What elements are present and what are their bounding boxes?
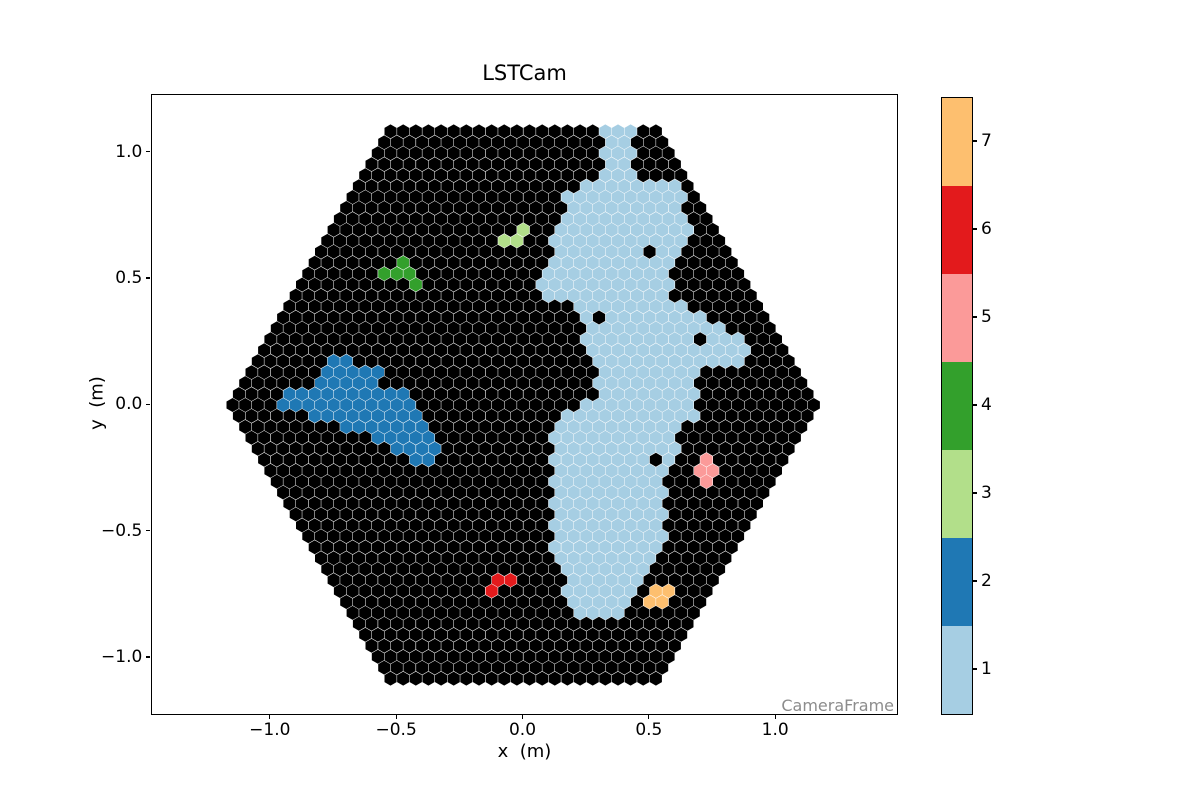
x-tick-label: −0.5 [375, 720, 417, 741]
colorbar-tick-label: 4 [981, 395, 992, 415]
y-tick-mark [145, 403, 150, 405]
colorbar-tick-mark [972, 228, 977, 230]
colorbar-tick-label: 2 [981, 571, 992, 591]
y-tick-mark [145, 277, 150, 279]
y-tick-label: 0.5 [115, 267, 143, 288]
y-tick-label: 1.0 [115, 141, 143, 162]
x-tick-mark [648, 714, 650, 720]
colorbar-segment [942, 186, 972, 274]
x-tick-mark [774, 714, 776, 720]
colorbar-tick-mark [972, 580, 977, 582]
colorbar-tick-mark [972, 404, 977, 406]
colorbar-tick-label: 6 [981, 219, 992, 239]
colorbar-tick-label: 1 [981, 659, 992, 679]
x-tick-label: −1.0 [249, 720, 291, 741]
y-tick-mark [145, 150, 150, 153]
y-tick-label: −1.0 [101, 647, 143, 667]
y-tick-label: −0.5 [101, 520, 143, 541]
plot-area: CameraFrame [151, 94, 898, 715]
camera-frame-watermark: CameraFrame [781, 696, 894, 715]
colorbar-tick-mark [972, 316, 977, 318]
colorbar-segment [942, 274, 972, 362]
colorbar-tick-mark [972, 492, 977, 494]
y-tick-label: 0.0 [115, 394, 143, 415]
camera-svg [226, 124, 820, 686]
colorbar-segment [942, 450, 972, 538]
plot-title: LSTCam [482, 61, 567, 85]
x-tick-mark [269, 714, 271, 720]
x-tick-mark [521, 714, 524, 720]
colorbar-segment [942, 626, 972, 714]
x-tick-mark [395, 714, 397, 720]
x-tick-label: 0.0 [508, 720, 537, 741]
colorbar-tick-mark [972, 668, 977, 670]
colorbar-segment [942, 362, 972, 450]
colorbar-tick-label: 3 [981, 483, 992, 503]
y-tick-mark [145, 656, 150, 658]
x-tick-label: 0.5 [635, 720, 663, 741]
camera-pixel-grid [226, 124, 820, 686]
x-tick-label: 1.0 [761, 720, 789, 741]
colorbar-segment [942, 98, 972, 186]
colorbar-segment [942, 538, 972, 626]
colorbar-tick-label: 7 [981, 131, 992, 151]
x-axis-label: x (m) [497, 741, 552, 762]
y-tick-mark [145, 530, 150, 532]
colorbar [941, 97, 973, 715]
colorbar-tick-mark [972, 140, 977, 142]
colorbar-tick-label: 5 [981, 307, 992, 327]
